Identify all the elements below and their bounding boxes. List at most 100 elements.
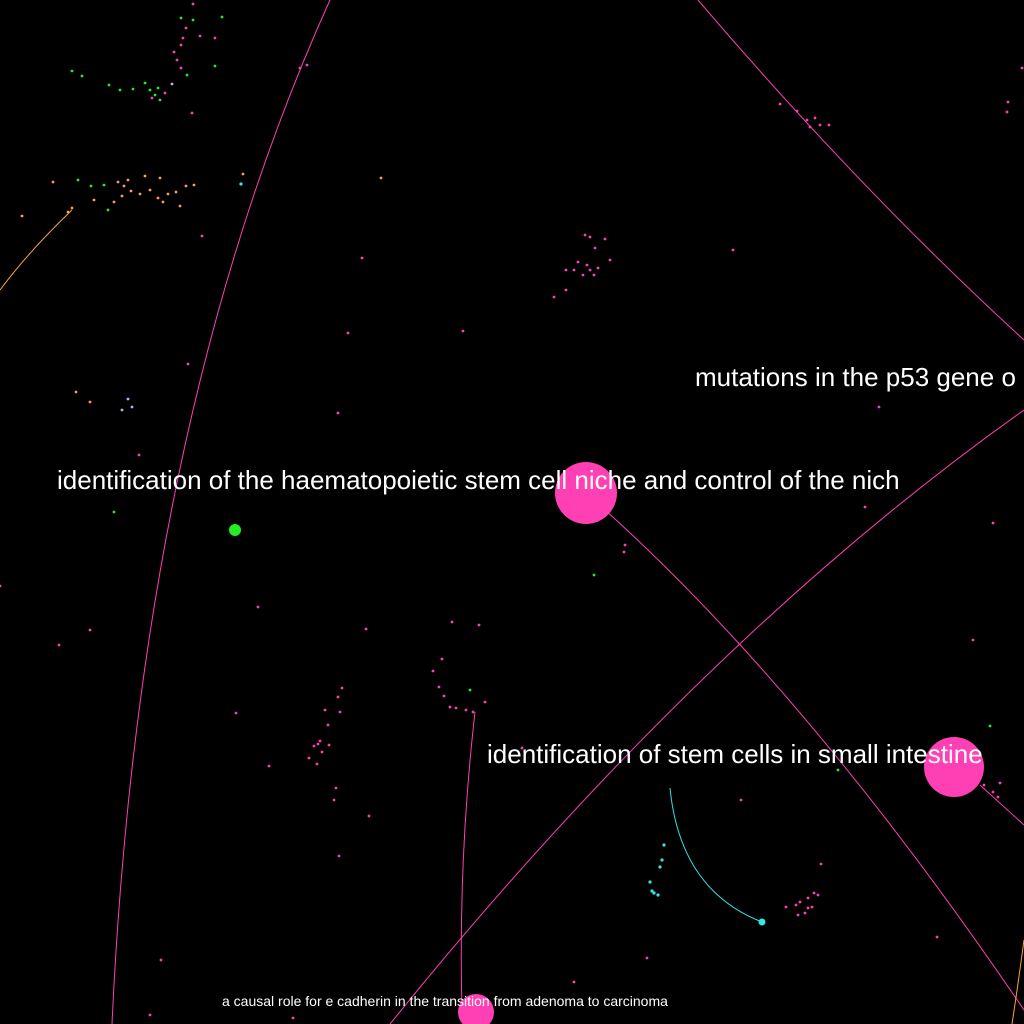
graph-node[interactable] [307,756,311,760]
graph-node[interactable] [88,400,92,404]
graph-node[interactable] [327,743,331,747]
graph-node[interactable] [572,268,576,272]
graph-node[interactable] [596,266,600,270]
graph-node[interactable] [305,63,309,67]
graph-node[interactable] [477,623,481,627]
graph-node[interactable] [20,214,24,218]
graph-node[interactable] [588,235,592,239]
graph-node[interactable] [256,605,260,609]
graph-node[interactable] [0,584,2,588]
graph-node[interactable] [810,905,814,909]
graph-node[interactable] [57,643,61,647]
graph-node[interactable] [346,331,350,335]
graph-node[interactable] [112,510,116,514]
graph-node[interactable] [795,109,799,113]
graph-node[interactable] [318,739,322,743]
graph-node[interactable] [808,125,812,129]
graph-node[interactable] [592,273,596,277]
graph-node[interactable] [816,893,820,897]
graph-node[interactable] [106,208,110,212]
graph-node[interactable] [220,15,224,19]
graph-node[interactable] [129,189,133,193]
graph-node[interactable] [107,83,111,87]
graph-node[interactable] [186,362,190,366]
graph-node[interactable] [877,405,881,409]
graph-node[interactable] [593,246,597,250]
graph-node[interactable] [138,192,142,196]
graph-node[interactable] [988,724,992,728]
graph-node[interactable] [731,248,735,252]
graph-node[interactable] [739,798,743,802]
graph-node[interactable] [998,781,1002,785]
graph-node[interactable] [156,86,160,90]
graph-node[interactable] [806,896,810,900]
graph-node[interactable] [812,891,816,895]
graph-node[interactable] [179,43,183,47]
graph-node[interactable] [836,768,840,772]
graph-node[interactable] [88,628,92,632]
graph-node[interactable] [608,258,612,262]
graph-node[interactable] [448,705,452,709]
graph-node[interactable] [102,183,106,187]
graph-node[interactable] [585,263,589,267]
graph-node[interactable] [805,118,809,122]
graph-node[interactable] [116,180,120,184]
graph-node[interactable] [796,913,800,917]
graph-node[interactable] [143,174,147,178]
graph-node[interactable] [360,256,364,260]
graph-node[interactable] [583,233,587,237]
graph-node[interactable] [190,111,194,115]
graph-node[interactable] [437,685,441,689]
graph-node[interactable] [148,88,152,92]
graph-node[interactable] [991,521,995,525]
graph-node[interactable] [622,550,626,554]
graph-node[interactable] [1006,100,1010,104]
graph-node[interactable] [184,184,188,188]
graph-node[interactable] [996,795,1000,799]
graph-node[interactable] [461,329,465,333]
graph-node[interactable] [166,192,170,196]
graph-node[interactable] [126,397,130,401]
graph-node[interactable] [316,742,320,746]
graph-node[interactable] [379,176,383,180]
graph-node[interactable] [320,750,324,754]
graph-node[interactable] [581,273,585,277]
graph-node[interactable] [172,50,176,54]
graph-node[interactable] [364,627,368,631]
graph-node[interactable] [76,178,80,182]
graph-node[interactable] [148,1013,152,1017]
graph-node[interactable] [784,905,788,909]
graph-node[interactable] [991,790,995,794]
graph-node[interactable] [178,204,182,208]
graph-node[interactable] [818,123,822,127]
graph-node[interactable] [468,688,472,692]
graph-node[interactable] [813,116,817,120]
graph-node[interactable] [332,798,336,802]
graph-node[interactable] [239,182,243,186]
node-green[interactable] [229,524,241,536]
graph-node[interactable] [179,16,183,20]
graph-node[interactable] [450,620,454,624]
graph-node[interactable] [156,196,160,200]
graph-node[interactable] [315,762,319,766]
graph-node[interactable] [863,505,867,509]
graph-node[interactable] [798,900,802,904]
graph-node[interactable] [552,295,556,299]
graph-node[interactable] [340,686,344,690]
graph-node[interactable] [645,956,649,960]
graph-node[interactable] [92,198,96,202]
graph-node[interactable] [66,210,70,214]
graph-node[interactable] [120,194,124,198]
graph-node[interactable] [656,893,660,897]
graph-node[interactable] [982,783,986,787]
graph-node[interactable] [431,669,435,673]
graph-node[interactable] [471,710,475,714]
graph-node[interactable] [191,2,195,6]
graph-node[interactable] [241,172,245,176]
graph-node[interactable] [326,723,330,727]
graph-node[interactable] [367,814,371,818]
graph-node[interactable] [440,657,444,661]
graph-node[interactable] [1020,66,1024,70]
graph-node[interactable] [184,26,188,30]
graph-node[interactable] [51,180,55,184]
